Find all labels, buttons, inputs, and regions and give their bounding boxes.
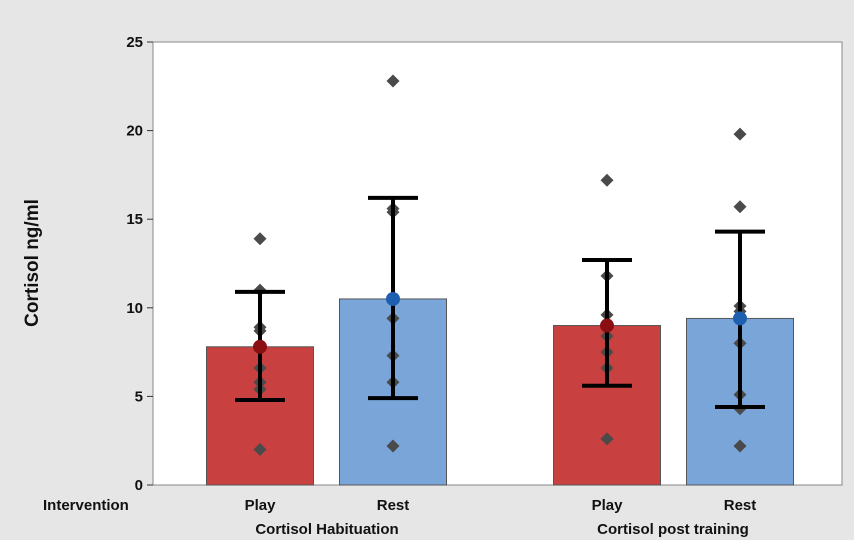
y-tick-label: 5 [135, 388, 143, 405]
category-label: Play [592, 497, 624, 514]
data-point [386, 74, 400, 88]
y-tick-label: 0 [135, 477, 143, 494]
data-point [733, 439, 747, 453]
data-point [600, 432, 614, 446]
data-point [386, 439, 400, 453]
mean-marker [253, 339, 267, 354]
group-label: Cortisol Habituation [255, 521, 398, 538]
data-point [253, 443, 267, 457]
mean-marker [600, 318, 614, 333]
category-label: Rest [377, 497, 410, 514]
data-point [733, 200, 747, 214]
y-tick-label: 25 [126, 34, 143, 51]
y-tick-label: 15 [126, 211, 143, 228]
mean-marker [733, 311, 747, 326]
data-point [600, 173, 614, 187]
data-point [733, 127, 747, 141]
intervention-row-label: Intervention [43, 497, 129, 514]
mean-marker [386, 291, 400, 306]
group-label: Cortisol post training [597, 521, 749, 538]
category-label: Rest [724, 497, 757, 514]
data-point [253, 232, 267, 246]
category-label: Play [245, 497, 277, 514]
y-axis-label: Cortisol ng/ml [22, 199, 43, 327]
y-tick-label: 10 [126, 300, 143, 317]
y-tick-label: 20 [126, 123, 143, 140]
